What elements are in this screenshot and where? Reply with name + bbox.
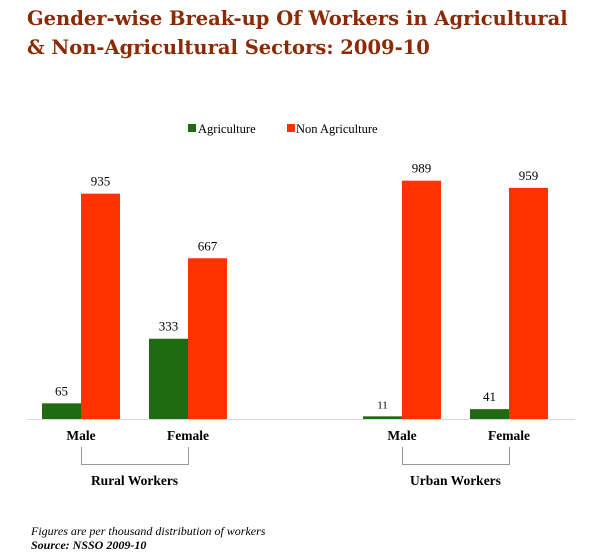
bar-chart: Agriculture Non Agriculture 65 935 333 667 11… xyxy=(27,122,575,488)
legend-swatch-2 xyxy=(287,124,295,132)
bar-agriculture-4 xyxy=(470,409,509,419)
data-label-2-2: 667 xyxy=(198,238,218,253)
bar-agriculture-2 xyxy=(149,338,188,419)
data-label-2-4: 959 xyxy=(519,168,539,183)
group-bracket-1 xyxy=(81,447,189,465)
tick-label-1: Male xyxy=(66,428,95,443)
bar-non-agriculture-1 xyxy=(81,193,120,419)
group-label-1: Rural Workers xyxy=(91,473,178,488)
bars: 65 935 333 667 11 989 41 959 xyxy=(42,161,548,419)
group-label-2: Urban Workers xyxy=(410,473,501,488)
legend-swatch-1 xyxy=(188,124,196,132)
bar-non-agriculture-3 xyxy=(402,180,441,419)
bar-agriculture-1 xyxy=(42,403,81,419)
tick-label-4: Female xyxy=(488,428,530,443)
data-label-1-1: 65 xyxy=(55,383,68,398)
footnote: Figures are per thousand distribution of… xyxy=(31,524,266,538)
group-bracket-2 xyxy=(402,447,510,465)
data-label-1-3: 11 xyxy=(377,399,388,411)
tick-label-3: Male xyxy=(387,428,416,443)
chart-title: Gender-wise Break-up Of Workers in Agric… xyxy=(27,4,597,62)
source-note: Source: NSSO 2009-10 xyxy=(31,538,147,552)
x-axis: Male Female Male Female Rural Workers Urban W… xyxy=(27,419,575,488)
data-label-1-4: 41 xyxy=(483,389,496,404)
legend-label-2: Non Agriculture xyxy=(296,122,378,136)
tick-label-2: Female xyxy=(167,428,209,443)
bar-non-agriculture-2 xyxy=(188,258,227,419)
chart-title-line-2: & Non-Agricultural Sectors: 2009-10 xyxy=(27,36,430,59)
chart-notes: Figures are per thousand distribution of… xyxy=(31,524,265,552)
data-label-2-3: 989 xyxy=(412,161,432,176)
data-label-1-2: 333 xyxy=(159,319,179,334)
chart-title-line-1: Gender-wise Break-up Of Workers in Agric… xyxy=(27,7,568,30)
legend-label-1: Agriculture xyxy=(198,122,256,136)
data-label-2-1: 935 xyxy=(91,174,111,189)
legend: Agriculture Non Agriculture xyxy=(188,122,378,136)
bar-agriculture-3 xyxy=(363,416,402,419)
bar-non-agriculture-4 xyxy=(509,187,548,419)
